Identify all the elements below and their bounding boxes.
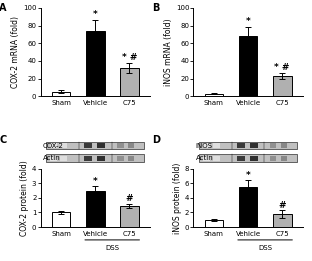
FancyBboxPatch shape bbox=[46, 155, 144, 162]
FancyBboxPatch shape bbox=[117, 156, 124, 161]
Text: Actin: Actin bbox=[196, 155, 213, 161]
FancyBboxPatch shape bbox=[199, 142, 297, 150]
FancyBboxPatch shape bbox=[199, 155, 297, 162]
Bar bbox=[120, 206, 139, 227]
FancyBboxPatch shape bbox=[51, 143, 57, 148]
Text: C: C bbox=[0, 135, 6, 145]
FancyBboxPatch shape bbox=[203, 156, 210, 161]
Text: * #: * # bbox=[122, 53, 137, 62]
Bar bbox=[86, 191, 105, 227]
FancyBboxPatch shape bbox=[46, 142, 144, 150]
Text: B: B bbox=[152, 3, 159, 13]
Bar bbox=[86, 31, 105, 96]
Text: *: * bbox=[93, 177, 98, 186]
Bar bbox=[52, 212, 71, 227]
Text: D: D bbox=[152, 135, 160, 145]
Text: *: * bbox=[246, 171, 251, 180]
FancyBboxPatch shape bbox=[117, 143, 124, 148]
FancyBboxPatch shape bbox=[237, 143, 245, 148]
FancyBboxPatch shape bbox=[270, 156, 276, 161]
FancyBboxPatch shape bbox=[128, 156, 134, 161]
FancyBboxPatch shape bbox=[213, 143, 220, 148]
Text: #: # bbox=[125, 194, 133, 203]
Text: #: # bbox=[278, 201, 286, 210]
Bar bbox=[239, 187, 257, 227]
FancyBboxPatch shape bbox=[97, 156, 105, 161]
FancyBboxPatch shape bbox=[250, 143, 258, 148]
Bar bbox=[273, 214, 291, 227]
FancyBboxPatch shape bbox=[97, 143, 105, 148]
FancyBboxPatch shape bbox=[60, 156, 67, 161]
Bar bbox=[239, 36, 257, 96]
Text: *: * bbox=[93, 10, 98, 19]
Text: *: * bbox=[246, 17, 251, 26]
Text: DSS: DSS bbox=[258, 245, 272, 251]
FancyBboxPatch shape bbox=[51, 156, 57, 161]
Y-axis label: iNOS mRNA (fold): iNOS mRNA (fold) bbox=[164, 18, 173, 86]
Text: iNOS: iNOS bbox=[196, 143, 212, 149]
FancyBboxPatch shape bbox=[250, 156, 258, 161]
Y-axis label: COX-2 protein (fold): COX-2 protein (fold) bbox=[20, 160, 29, 236]
Bar bbox=[205, 220, 223, 227]
FancyBboxPatch shape bbox=[270, 143, 276, 148]
FancyBboxPatch shape bbox=[128, 143, 134, 148]
FancyBboxPatch shape bbox=[60, 143, 67, 148]
Y-axis label: iNOS protein (fold): iNOS protein (fold) bbox=[173, 162, 182, 234]
Bar bbox=[120, 68, 139, 96]
Bar bbox=[52, 92, 71, 96]
FancyBboxPatch shape bbox=[84, 156, 92, 161]
Text: * #: * # bbox=[275, 63, 290, 72]
FancyBboxPatch shape bbox=[281, 156, 287, 161]
Text: A: A bbox=[0, 3, 7, 13]
Bar bbox=[205, 94, 223, 96]
FancyBboxPatch shape bbox=[281, 143, 287, 148]
Text: COX-2: COX-2 bbox=[43, 143, 64, 149]
FancyBboxPatch shape bbox=[213, 156, 220, 161]
FancyBboxPatch shape bbox=[203, 143, 210, 148]
Text: DSS: DSS bbox=[105, 245, 119, 251]
FancyBboxPatch shape bbox=[84, 143, 92, 148]
Y-axis label: COX-2 mRNA (fold): COX-2 mRNA (fold) bbox=[11, 16, 20, 88]
Text: Actin: Actin bbox=[43, 155, 61, 161]
FancyBboxPatch shape bbox=[237, 156, 245, 161]
Bar bbox=[273, 76, 291, 96]
